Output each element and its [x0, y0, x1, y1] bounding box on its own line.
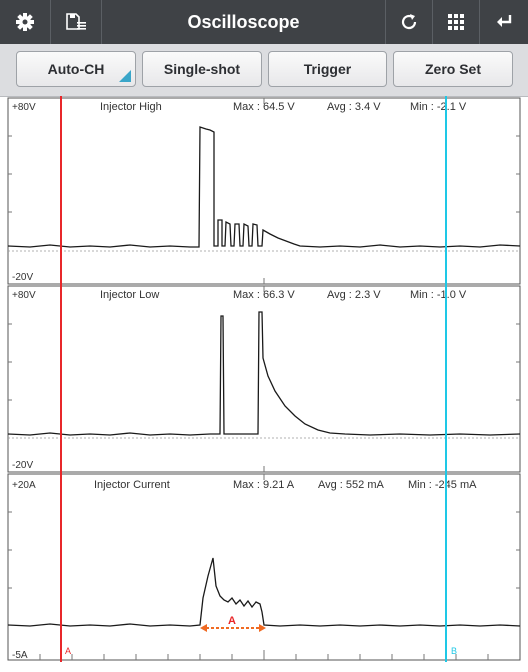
- save-button[interactable]: [51, 0, 102, 44]
- grid-button[interactable]: [433, 0, 480, 44]
- back-icon: [497, 15, 512, 27]
- cursor-a[interactable]: A: [60, 96, 71, 662]
- panel-min-value: Min : -245 mA: [408, 479, 477, 491]
- panel-min-value: Min : -1.0 V: [410, 289, 467, 301]
- toolbar: Auto-CH Single-shot Trigger Zero Set: [0, 44, 528, 97]
- panel-bottom-scale: -20V: [12, 460, 33, 471]
- save-list-icon: [66, 13, 86, 30]
- settings-button[interactable]: [0, 0, 51, 44]
- cursor-b-label: B: [451, 646, 457, 656]
- trace-injector-current: [7, 557, 521, 627]
- scope-display[interactable]: +80V Injector High Max : 64.5 V Avg : 3.…: [0, 96, 528, 672]
- panel-top-scale: +20A: [12, 480, 36, 491]
- refresh-button[interactable]: [386, 0, 433, 44]
- trigger-button[interactable]: Trigger: [268, 51, 387, 87]
- panel-max-value: Max : 64.5 V: [233, 101, 295, 113]
- gear-icon: [16, 13, 34, 31]
- time-axis-ticks: [39, 650, 489, 660]
- panel-channel-name: Injector Low: [100, 289, 159, 301]
- channel-panel-injector-current: +20A Injector Current Max : 9.21 A Avg :…: [7, 473, 521, 661]
- panel-channel-name: Injector High: [100, 101, 162, 113]
- panel-max-value: Max : 66.3 V: [233, 289, 295, 301]
- zero-set-button[interactable]: Zero Set: [393, 51, 513, 87]
- panel-ticks: [8, 98, 520, 284]
- grid-icon: [448, 14, 464, 30]
- trace-injector-high: [7, 126, 521, 248]
- page-title: Oscilloscope: [102, 0, 386, 44]
- panel-top-scale: +80V: [12, 102, 36, 113]
- panel-ticks: [8, 474, 520, 589]
- cursor-b[interactable]: B: [445, 96, 457, 662]
- panel-avg-value: Avg : 3.4 V: [327, 101, 381, 113]
- panel-bottom-scale: -5A: [12, 650, 28, 661]
- channel-panel-injector-low: +80V Injector Low Max : 66.3 V Avg : 2.3…: [7, 285, 521, 473]
- cursor-a-label: A: [65, 646, 71, 656]
- dropdown-corner-icon: [119, 70, 131, 82]
- trace-injector-low: [7, 311, 521, 436]
- single-shot-label: Single-shot: [163, 61, 241, 77]
- auto-ch-button[interactable]: Auto-CH: [16, 51, 136, 87]
- panel-top-scale: +80V: [12, 290, 36, 301]
- single-shot-button[interactable]: Single-shot: [142, 51, 262, 87]
- measurement-label: A: [228, 615, 236, 627]
- back-button[interactable]: [480, 0, 528, 44]
- title-bar: Oscilloscope: [0, 0, 528, 45]
- zero-set-label: Zero Set: [424, 61, 481, 77]
- panel-avg-value: Avg : 2.3 V: [327, 289, 381, 301]
- auto-ch-label: Auto-CH: [47, 61, 105, 77]
- panel-channel-name: Injector Current: [94, 479, 170, 491]
- panel-max-value: Max : 9.21 A: [233, 479, 295, 491]
- refresh-icon: [401, 14, 417, 30]
- panel-ticks: [8, 286, 520, 472]
- trigger-label: Trigger: [303, 61, 352, 77]
- panel-min-value: Min : -2.1 V: [410, 101, 467, 113]
- measurement-arrow: A: [200, 615, 266, 632]
- panel-bottom-scale: -20V: [12, 272, 33, 283]
- panel-avg-value: Avg : 552 mA: [318, 479, 384, 491]
- channel-panel-injector-high: +80V Injector High Max : 64.5 V Avg : 3.…: [7, 97, 521, 285]
